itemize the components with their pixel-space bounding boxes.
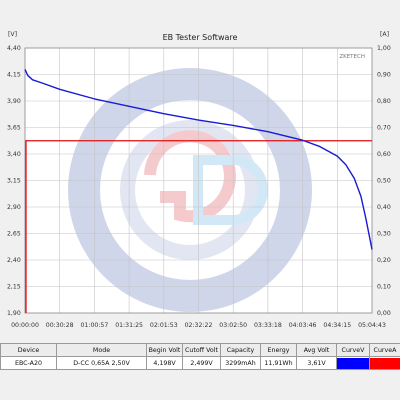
curve-v-color-swatch[interactable] — [336, 356, 370, 370]
header-avg-volt: Avg Volt — [296, 343, 337, 357]
cell-cutoff-volt: 2,499V — [182, 356, 221, 370]
series-line-voltage — [24, 69, 373, 250]
watermark-text: ZKETECH — [339, 54, 365, 60]
header-curve-v: CurveV — [336, 343, 370, 357]
x-tick-label: 02:01:53 — [150, 322, 178, 329]
header-mode: Mode — [56, 343, 147, 357]
x-tick-label: 03:02:50 — [219, 322, 247, 329]
y-left-tick-label: 4,40 — [7, 45, 21, 52]
discharge-chart: 4,40 4,15 3,90 3,65 3,40 3,15 2,90 2,65 2,40 2,15… — [7, 31, 391, 329]
y-left-tick-label: 2,40 — [7, 257, 21, 264]
y-right-tick-label: 0,00 — [377, 310, 391, 317]
y-right-tick-label: 0,30 — [377, 231, 391, 238]
cell-device: EBC-A20 — [0, 356, 57, 370]
y-right-tick-label: 0,90 — [377, 72, 391, 79]
y-left-tick-label: 1,90 — [7, 310, 21, 317]
y-right-tick-label: 0,10 — [377, 284, 391, 291]
y-right-tick-label: 1,00 — [377, 45, 391, 52]
x-tick-label: 02:32:22 — [185, 322, 213, 329]
y-left-tick-label: 3,40 — [7, 151, 21, 158]
x-tick-label: 01:00:57 — [81, 322, 109, 329]
table-header-row: Device Mode Begin Volt Cutoff Volt Capac… — [0, 343, 400, 357]
x-tick-label: 00:30:28 — [46, 322, 74, 329]
y-left-tick-label: 2,65 — [7, 231, 21, 238]
x-tick-label: 05:04:43 — [358, 322, 386, 329]
y-right-tick-label: 0,50 — [377, 178, 391, 185]
y-right-tick-label: 0,70 — [377, 125, 391, 132]
y-left-tick-label: 4,15 — [7, 72, 21, 79]
y-right-tick-label: 0,20 — [377, 257, 391, 264]
y-right-tick-label: 0,80 — [377, 98, 391, 105]
header-cutoff-volt: Cutoff Volt — [182, 343, 221, 357]
y-right-unit: [A] — [380, 31, 389, 38]
series-layer — [24, 69, 373, 313]
y-left-tick-label: 2,15 — [7, 284, 21, 291]
y-left-tick-label: 3,90 — [7, 98, 21, 105]
curve-a-color-swatch[interactable] — [369, 356, 400, 370]
header-begin-volt: Begin Volt — [146, 343, 183, 357]
x-tick-label: 00:00:00 — [11, 322, 39, 329]
header-capacity: Capacity — [220, 343, 261, 357]
y-right-tick-label: 0,40 — [377, 204, 391, 211]
y-left-tick-label: 3,65 — [7, 125, 21, 132]
y-left-tick-label: 2,90 — [7, 204, 21, 211]
header-device: Device — [0, 343, 57, 357]
table-row[interactable]: EBC-A20 D-CC 0,65A 2,50V 4,198V 2,499V 3… — [0, 356, 400, 370]
cell-begin-volt: 4,198V — [146, 356, 183, 370]
plot-border — [24, 47, 373, 314]
x-tick-label: 01:31:25 — [115, 322, 143, 329]
y-right-tick-label: 0,60 — [377, 151, 391, 158]
cell-energy: 11,91Wh — [260, 356, 297, 370]
series-line-current — [25, 140, 372, 313]
watermark-logo — [68, 68, 312, 312]
cell-mode: D-CC 0,65A 2,50V — [56, 356, 147, 370]
x-tick-label: 04:34:15 — [323, 322, 351, 329]
chart-title: EB Tester Software — [163, 33, 238, 42]
header-curve-a: CurveA — [369, 343, 400, 357]
x-tick-label: 03:33:18 — [254, 322, 282, 329]
y-left-tick-label: 3,15 — [7, 178, 21, 185]
y-left-unit: [V] — [8, 31, 17, 38]
header-energy: Energy — [260, 343, 297, 357]
x-tick-label: 04:03:46 — [289, 322, 317, 329]
cell-avg-volt: 3,61V — [296, 356, 337, 370]
grid-lines — [25, 48, 372, 313]
summary-table: Device Mode Begin Volt Cutoff Volt Capac… — [0, 343, 400, 370]
axis-ticks: 4,40 4,15 3,90 3,65 3,40 3,15 2,90 2,65 2,40 2,15… — [7, 45, 391, 329]
cell-capacity: 3299mAh — [220, 356, 261, 370]
